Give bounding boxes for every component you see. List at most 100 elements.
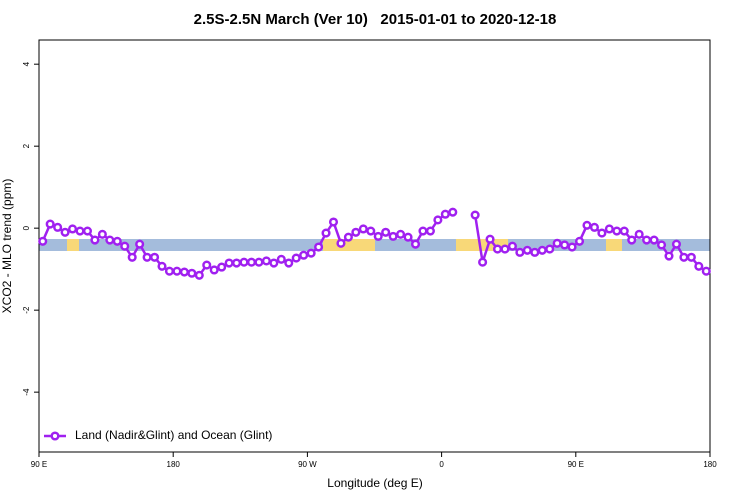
point bbox=[38, 236, 48, 246]
point bbox=[82, 226, 93, 236]
point bbox=[157, 261, 167, 271]
land-band bbox=[606, 239, 622, 251]
x-tick-label: 90 E bbox=[568, 460, 584, 469]
point bbox=[507, 241, 517, 251]
point bbox=[328, 217, 339, 227]
point bbox=[105, 235, 115, 245]
point bbox=[388, 231, 398, 241]
point bbox=[284, 258, 294, 268]
x-tick-label: 180 bbox=[167, 460, 181, 469]
point bbox=[515, 247, 525, 257]
point bbox=[470, 210, 480, 220]
point bbox=[299, 250, 309, 260]
point bbox=[567, 242, 577, 252]
point bbox=[276, 254, 286, 264]
point bbox=[306, 248, 316, 258]
point bbox=[366, 226, 376, 236]
point bbox=[701, 266, 711, 276]
point bbox=[522, 245, 532, 255]
point bbox=[343, 232, 353, 242]
point bbox=[604, 224, 614, 234]
point bbox=[358, 224, 368, 234]
point bbox=[485, 234, 495, 244]
x-tick-label: 90 W bbox=[298, 460, 317, 469]
point bbox=[582, 220, 592, 230]
point bbox=[373, 231, 383, 241]
point bbox=[589, 222, 599, 232]
point bbox=[202, 260, 212, 270]
y-axis-label: XCO2 - MLO trend (ppm) bbox=[0, 179, 14, 314]
point bbox=[232, 258, 242, 268]
point bbox=[679, 252, 689, 262]
point bbox=[597, 228, 607, 238]
point bbox=[410, 239, 421, 249]
point bbox=[246, 257, 257, 267]
point bbox=[478, 257, 488, 267]
point bbox=[187, 268, 197, 278]
point bbox=[97, 229, 107, 239]
point bbox=[537, 245, 547, 255]
point bbox=[217, 262, 227, 272]
point bbox=[239, 257, 249, 267]
legend-label: Land (Nadir&Glint) and Ocean (Glint) bbox=[75, 428, 272, 442]
point bbox=[642, 235, 652, 245]
point bbox=[396, 229, 406, 239]
point bbox=[150, 252, 160, 262]
point bbox=[403, 232, 413, 242]
point bbox=[664, 251, 674, 261]
point bbox=[686, 252, 696, 262]
legend-marker bbox=[50, 431, 60, 441]
point bbox=[172, 266, 182, 276]
point bbox=[209, 265, 219, 275]
point bbox=[448, 207, 458, 217]
plot-frame bbox=[38, 39, 711, 453]
y-tick-label: 0 bbox=[22, 225, 31, 230]
point bbox=[492, 244, 503, 254]
point bbox=[351, 227, 361, 237]
point bbox=[433, 215, 443, 225]
point bbox=[53, 222, 63, 232]
y-tick-label: 4 bbox=[22, 61, 31, 66]
point bbox=[619, 226, 629, 236]
x-tick-label: 180 bbox=[703, 460, 717, 469]
point bbox=[269, 258, 279, 268]
chart-title: 2.5S-2.5N March (Ver 10) 2015-01-01 to 2… bbox=[194, 11, 557, 28]
point bbox=[321, 228, 331, 238]
point bbox=[530, 247, 540, 257]
point bbox=[694, 261, 704, 271]
point bbox=[68, 224, 78, 234]
point bbox=[291, 253, 301, 263]
y-tick-label: 2 bbox=[22, 143, 31, 148]
point bbox=[649, 235, 659, 245]
point bbox=[418, 226, 428, 236]
x-axis-label: Longitude (deg E) bbox=[327, 476, 422, 490]
point bbox=[552, 238, 562, 248]
point bbox=[224, 258, 234, 268]
point bbox=[261, 256, 271, 266]
point bbox=[60, 227, 70, 237]
point bbox=[500, 244, 510, 254]
point bbox=[381, 227, 391, 237]
point bbox=[45, 219, 55, 229]
land-band bbox=[67, 239, 79, 251]
point bbox=[179, 267, 189, 277]
point bbox=[574, 236, 585, 246]
point bbox=[634, 229, 644, 239]
point bbox=[254, 257, 264, 267]
point bbox=[425, 226, 435, 236]
point bbox=[671, 239, 682, 249]
point bbox=[440, 209, 450, 219]
point bbox=[112, 236, 122, 246]
point bbox=[127, 252, 137, 262]
point bbox=[90, 235, 100, 245]
point bbox=[194, 270, 204, 280]
point bbox=[560, 240, 570, 250]
point bbox=[75, 226, 85, 236]
point bbox=[545, 244, 555, 254]
point bbox=[135, 239, 145, 249]
point bbox=[142, 252, 152, 262]
y-tick-label: -2 bbox=[22, 306, 31, 314]
x-tick-label: 0 bbox=[439, 460, 444, 469]
point bbox=[120, 241, 130, 251]
